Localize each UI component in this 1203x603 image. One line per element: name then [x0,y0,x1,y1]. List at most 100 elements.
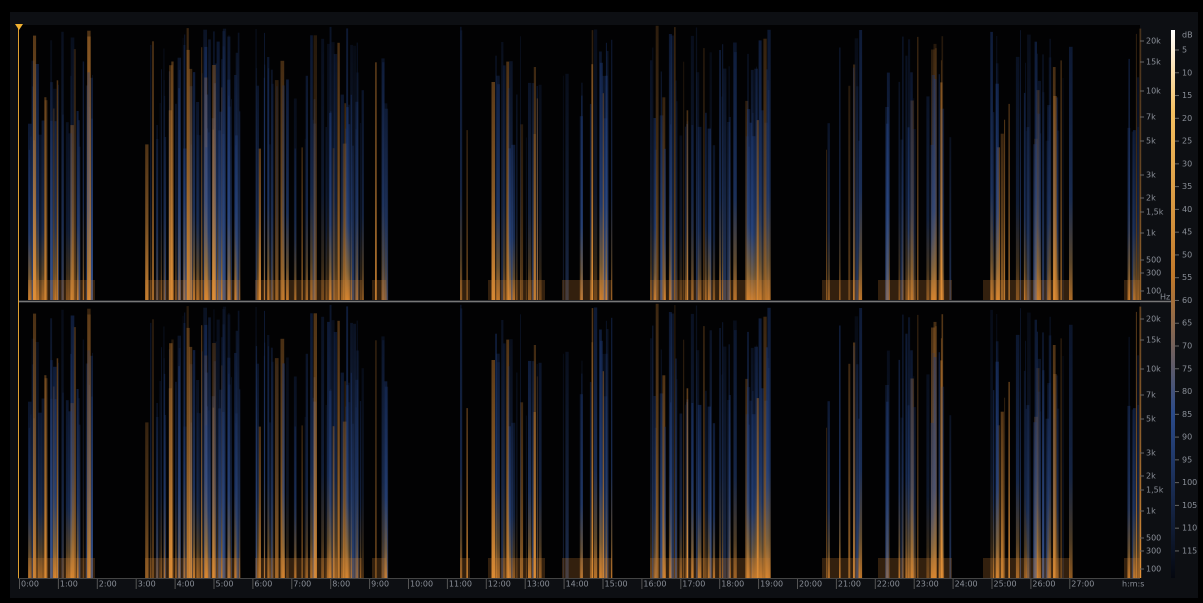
spectral-band [208,132,209,300]
spectral-band [752,136,756,300]
frequency-label: 300 [1146,547,1161,556]
spectral-band [1069,325,1073,578]
spectral-band [710,52,712,300]
spectral-band [240,112,241,301]
spectral-band [594,30,597,301]
spectral-band [38,413,42,578]
spectral-band [592,308,594,578]
spectral-band [1033,422,1037,578]
spectral-band [590,104,592,300]
time-label: 3:00 [138,580,156,589]
spectral-band [202,73,203,300]
frequency-label: 10k [1146,87,1161,96]
spectral-band [58,363,59,578]
spectral-band [236,145,237,300]
spectral-band [1001,412,1004,578]
spectral-band [1024,93,1025,300]
spectral-band [321,39,324,300]
db-label: 115 [1182,546,1197,555]
spectral-band [1037,392,1040,578]
spectral-band [175,104,177,300]
frequency-label: 500 [1146,256,1161,265]
db-label: 70 [1182,342,1192,351]
spectral-band [534,134,536,300]
spectral-band [856,364,858,578]
spectral-band [767,30,770,300]
spectral-band [503,65,506,300]
spectral-band [661,350,662,579]
low-band [460,280,470,300]
low-band [372,280,386,300]
spectral-band [270,144,271,300]
spectral-band [1136,312,1137,578]
spectral-band [1139,307,1141,578]
spectral-band [171,62,173,301]
spectral-band [1057,131,1059,300]
low-band [1124,280,1140,300]
db-label: 50 [1182,250,1192,259]
spectral-band [656,304,659,578]
frequency-label: 1k [1146,507,1156,516]
spectral-band [680,414,683,579]
spectral-band [696,28,697,301]
spectral-band [314,313,317,578]
frequency-label: 10k [1146,365,1161,374]
spectral-band [79,147,81,300]
spectral-band [611,318,612,578]
spectral-band [496,76,500,300]
spectral-band [517,95,518,301]
db-label: 60 [1182,296,1192,305]
low-band [562,558,612,578]
spectral-band [501,320,503,578]
spectral-band [183,45,185,300]
spectral-band [675,359,677,579]
spectral-band [650,60,652,300]
spectral-band [267,335,269,578]
spectral-band [1024,371,1025,578]
frequency-label: 1,5k [1146,208,1164,217]
spectral-band [698,127,702,300]
spectral-band [351,373,352,578]
frequency-label: 3k [1146,449,1156,458]
spectral-band [337,321,339,578]
spectral-band [171,340,173,579]
spectral-band [698,405,702,578]
spectral-band [901,418,904,578]
spectral-band [61,310,63,578]
spectral-band [152,319,153,578]
spectral-band [1136,34,1137,300]
spectral-band [1001,134,1004,300]
spectral-band [899,360,901,578]
spectral-band [828,401,830,578]
time-label: 19:00 [760,580,783,589]
db-label: 80 [1182,387,1192,396]
spectral-band [767,308,770,578]
spectral-band [685,127,686,300]
spectral-band [908,127,910,300]
spectral-band [145,144,148,300]
low-band [145,280,240,300]
spectral-band [31,415,32,579]
spectral-band [349,105,350,300]
spectral-band [703,326,704,578]
spectral-band [858,419,859,578]
low-band [28,558,95,578]
spectral-band [92,353,93,578]
time-label: 7:00 [293,580,311,589]
spectral-band [272,362,274,578]
spectral-band [29,428,30,578]
spectral-band [1049,57,1052,300]
spectral-band [238,311,240,578]
spectral-band [684,340,685,578]
db-colorbar [1171,30,1175,578]
spectral-band [228,107,231,300]
spectral-band [256,307,257,578]
frequency-label: 7k [1146,391,1156,400]
db-label: 5 [1182,46,1187,55]
time-label: 12:00 [488,580,511,589]
spectral-band [650,338,652,578]
spectral-band [33,36,36,300]
spectral-band [204,325,207,578]
spectral-band [940,82,942,300]
spectral-band [990,32,993,300]
